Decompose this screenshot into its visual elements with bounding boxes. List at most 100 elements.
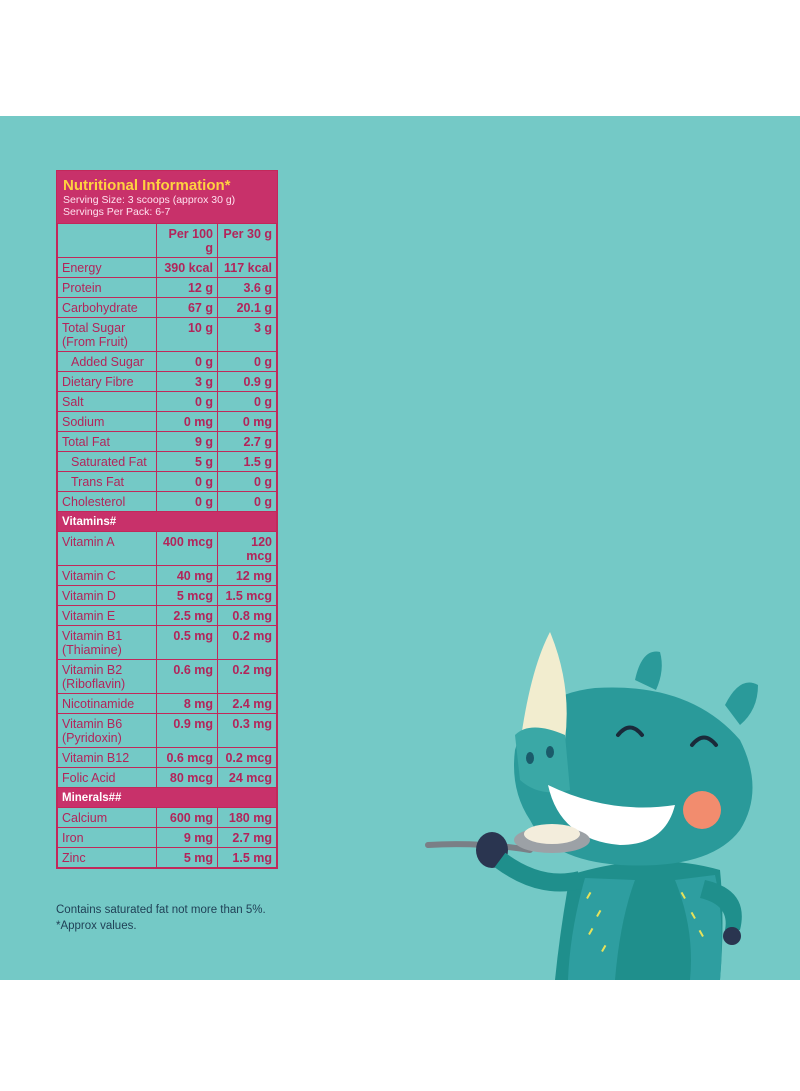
value-per-30g: 0.8 mg [217,605,277,626]
nutrient-row-protein: Protein 12 g 3.6 g [57,277,277,298]
value-per-100g: 0.9 mg [156,713,218,748]
value-per-100g: 400 mcg [156,531,218,566]
value-per-100g: 12 g [156,277,218,298]
minerals-section-label: Minerals## [57,787,277,808]
value-per-100g: 390 kcal [156,257,218,278]
nutrient-row-dietary-fibre: Dietary Fibre 3 g 0.9 g [57,371,277,392]
nutrient-row-sodium: Sodium 0 mg 0 mg [57,411,277,432]
nutrient-label: Iron [57,827,157,848]
value-per-100g: 3 g [156,371,218,392]
value-per-100g: 40 mg [156,565,218,586]
nutrient-label: Trans Fat [57,471,157,492]
value-per-100g: 0.5 mg [156,625,218,660]
nutrient-label: Total Sugar (From Fruit) [57,317,157,352]
nutrient-row-calcium: Calcium 600 mg 180 mg [57,807,277,828]
nutrient-label: Vitamin C [57,565,157,586]
value-per-30g: 0 mg [217,411,277,432]
value-per-100g: 0 g [156,491,218,512]
nutrient-label: Folic Acid [57,767,157,788]
nutrient-row-carbohydrate: Carbohydrate 67 g 20.1 g [57,297,277,318]
rhino-eating-cereal-icon [425,632,758,980]
value-per-30g: 12 mg [217,565,277,586]
nutrient-label: Salt [57,391,157,412]
value-per-100g: 80 mcg [156,767,218,788]
nutrient-label: Total Fat [57,431,157,452]
nutrient-label: Added Sugar [57,351,157,372]
value-per-30g: 0 g [217,491,277,512]
nutrient-label: Vitamin A [57,531,157,566]
nutrient-label: Vitamin B6 (Pyridoxin) [57,713,157,748]
nutrient-label: Zinc [57,847,157,868]
vitamins-section-label: Vitamins# [57,511,277,532]
nutrient-label: Dietary Fibre [57,371,157,392]
nutrient-row-nicotinamide: Nicotinamide 8 mg 2.4 mg [57,693,277,714]
value-per-100g: 0.6 mg [156,659,218,694]
value-per-30g: 24 mcg [217,767,277,788]
value-per-100g: 0 g [156,351,218,372]
nutrient-label: Saturated Fat [57,451,157,472]
value-per-100g: 2.5 mg [156,605,218,626]
nutrient-row-vitamin-c: Vitamin C 40 mg 12 mg [57,565,277,586]
value-per-30g: 180 mg [217,807,277,828]
value-per-30g: 1.5 mcg [217,585,277,606]
value-per-30g: 2.4 mg [217,693,277,714]
nutrient-label: Sodium [57,411,157,432]
value-per-100g: 0 mg [156,411,218,432]
footnote-saturated-fat: Contains saturated fat not more than 5%. [56,904,266,916]
nutrition-title: Nutritional Information* [63,177,231,194]
value-per-100g: 0 g [156,471,218,492]
value-per-30g: 0.2 mcg [217,747,277,768]
vitamins-section: Vitamins# [57,511,277,532]
value-per-30g: 2.7 mg [217,827,277,848]
value-per-30g: 0.9 g [217,371,277,392]
value-per-100g: 67 g [156,297,218,318]
value-per-30g: 117 kcal [217,257,277,278]
value-per-30g: 0 g [217,391,277,412]
nutrient-row-vitamin-b1-thiamine: Vitamin B1 (Thiamine) 0.5 mg 0.2 mg [57,625,277,660]
value-per-100g: 5 mg [156,847,218,868]
value-per-100g: 5 g [156,451,218,472]
nutrient-label: Protein [57,277,157,298]
value-per-30g: 3 g [217,317,277,352]
column-header-per-100g: Per 100 g [156,223,218,258]
value-per-30g: 120 mcg [217,531,277,566]
value-per-30g: 0.2 mg [217,659,277,694]
nutrient-label: Vitamin E [57,605,157,626]
value-per-30g: 0 g [217,471,277,492]
column-header-per-30g: Per 30 g [217,223,277,258]
nutrient-row-vitamin-b6-pyridoxin: Vitamin B6 (Pyridoxin) 0.9 mg 0.3 mg [57,713,277,748]
value-per-30g: 0.3 mg [217,713,277,748]
nutrient-row-total-fat: Total Fat 9 g 2.7 g [57,431,277,452]
nutrient-row-saturated-fat: Saturated Fat 5 g 1.5 g [57,451,277,472]
value-per-30g: 1.5 mg [217,847,277,868]
servings-per-pack: Servings Per Pack: 6-7 [63,206,171,218]
nutrition-header: Nutritional Information* Serving Size: 3… [57,171,277,223]
value-per-100g: 0 g [156,391,218,412]
value-per-30g: 0 g [217,351,277,372]
value-per-100g: 5 mcg [156,585,218,606]
nutrient-label: Energy [57,257,157,278]
value-per-30g: 0.2 mg [217,625,277,660]
nutrition-grid: Per 100 g Per 30 g Energy 390 kcal 117 kca… [57,223,277,868]
value-per-100g: 9 g [156,431,218,452]
nutrient-label: Carbohydrate [57,297,157,318]
value-per-30g: 2.7 g [217,431,277,452]
nutrient-label: Nicotinamide [57,693,157,714]
value-per-100g: 10 g [156,317,218,352]
nutrient-row-vitamin-b2-riboflavin: Vitamin B2 (Riboflavin) 0.6 mg 0.2 mg [57,659,277,694]
value-per-100g: 0.6 mcg [156,747,218,768]
nutrient-label: Cholesterol [57,491,157,512]
nutrient-row-folic-acid: Folic Acid 80 mcg 24 mcg [57,767,277,788]
nutrient-row-vitamin-e: Vitamin E 2.5 mg 0.8 mg [57,605,277,626]
minerals-section: Minerals## [57,787,277,808]
nutrient-label: Vitamin B2 (Riboflavin) [57,659,157,694]
value-per-100g: 9 mg [156,827,218,848]
nutrition-facts-table: Nutritional Information* Serving Size: 3… [56,170,278,869]
value-per-100g: 8 mg [156,693,218,714]
value-per-30g: 1.5 g [217,451,277,472]
